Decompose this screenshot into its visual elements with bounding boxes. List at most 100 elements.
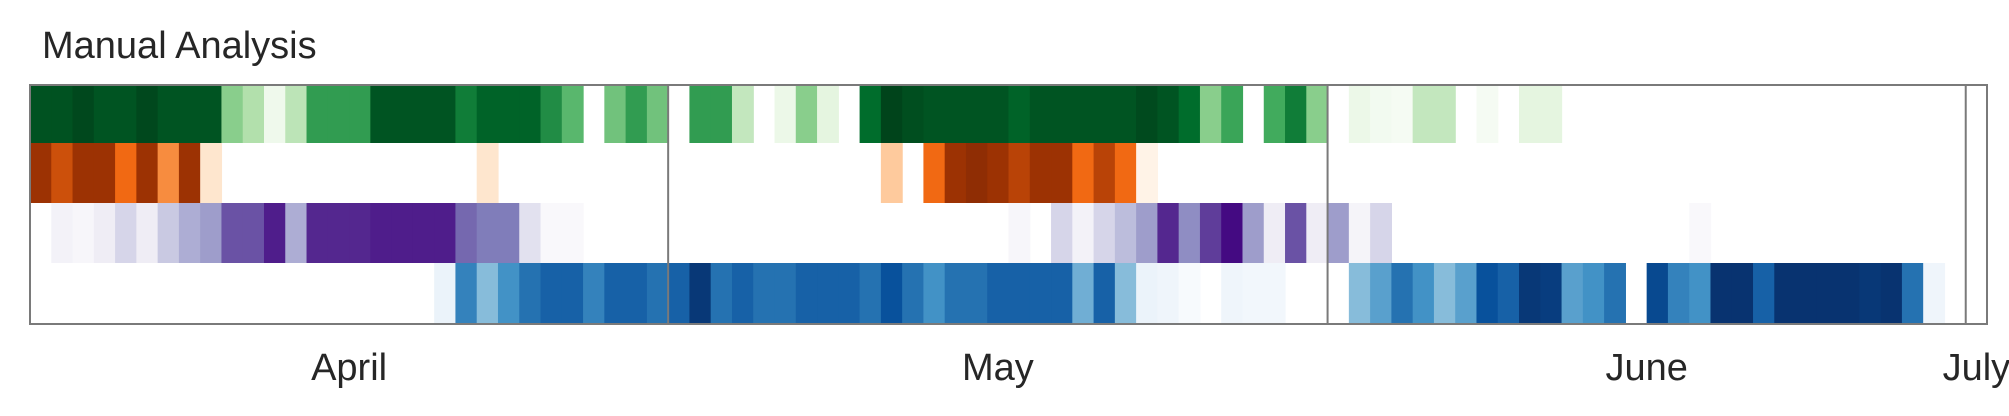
heatmap-cell-greens-10: [242, 85, 265, 143]
heatmap-cell-purples-57: [1242, 203, 1265, 263]
month-label-april: April: [311, 347, 387, 389]
heatmap-cell-greens-25: [561, 85, 584, 143]
heatmap-cell-blues-40: [880, 263, 903, 324]
heatmap-cell-blues-42: [923, 263, 946, 324]
heatmap-cell-purples-54: [1178, 203, 1201, 263]
heatmap-cell-purples-60: [1306, 203, 1329, 263]
heatmap-cell-purples-52: [1136, 203, 1158, 263]
heatmap-cell-greens-55: [1199, 85, 1222, 143]
heatmap-cell-blues-67: [1455, 263, 1478, 324]
heatmap-cell-greens-11: [263, 85, 286, 143]
heatmap-cell-blues-32: [710, 263, 733, 324]
heatmap-cell-purples-20: [455, 203, 478, 263]
heatmap-cell-purples-23: [519, 203, 542, 263]
heatmap-cell-purples-56: [1221, 203, 1244, 263]
heatmap-cell-blues-74: [1604, 263, 1626, 324]
heatmap-cell-blues-63: [1370, 263, 1392, 324]
heatmap-cell-blues-24: [540, 263, 563, 324]
heatmap-cell-purples-15: [349, 203, 371, 263]
heatmap-cell-blues-49: [1072, 263, 1095, 324]
heatmap-cell-purples-18: [412, 203, 435, 263]
heatmap-cell-purples-7: [178, 203, 201, 263]
heatmap-cell-blues-41: [902, 263, 925, 324]
heatmap-cell-greens-62: [1348, 85, 1371, 143]
heatmap-cell-greens-17: [391, 85, 414, 143]
heatmap-cell-greens-32: [710, 85, 733, 143]
heatmap-cell-blues-38: [838, 263, 861, 324]
heatmap-cell-purples-2: [72, 203, 95, 263]
heatmap-cell-greens-0: [30, 85, 52, 143]
heatmap-cell-blues-76: [1646, 263, 1669, 324]
heatmap-cell-purples-55: [1199, 203, 1222, 263]
heatmap-cell-blues-73: [1582, 263, 1605, 324]
heatmap-cell-greens-6: [157, 85, 180, 143]
heatmap-cell-blues-51: [1114, 263, 1137, 324]
month-label-july: July: [1943, 347, 2009, 389]
heatmap-cell-greens-56: [1221, 85, 1244, 143]
heatmap-cell-blues-48: [1051, 263, 1073, 324]
heatmap-cell-oranges-0: [30, 143, 52, 203]
heatmap-cell-purples-3: [93, 203, 116, 263]
heatmap-cell-purples-24: [540, 203, 563, 263]
heatmap-cell-blues-25: [561, 263, 584, 324]
heatmap-cell-oranges-4: [115, 143, 137, 203]
heatmap-cell-greens-44: [965, 85, 988, 143]
heatmap-cell-greens-60: [1306, 85, 1329, 143]
heatmap-cell-blues-43: [944, 263, 967, 324]
heatmap-cell-greens-22: [497, 85, 520, 143]
heatmap-cell-blues-34: [753, 263, 776, 324]
heatmap-cell-oranges-49: [1072, 143, 1095, 203]
heatmap-cell-greens-36: [795, 85, 818, 143]
heatmap-cell-blues-62: [1348, 263, 1371, 324]
month-labels: April May June July: [311, 347, 2009, 389]
heatmap-cell-oranges-7: [178, 143, 201, 203]
heatmap-cell-blues-79: [1710, 263, 1733, 324]
heatmap-cell-oranges-43: [944, 143, 967, 203]
heatmap-cell-blues-64: [1391, 263, 1414, 324]
heatmap-cell-blues-33: [731, 263, 754, 324]
heatmap-cell-greens-46: [1008, 85, 1031, 143]
heatmap-cell-oranges-46: [1008, 143, 1031, 203]
heatmap-cell-greens-19: [434, 85, 457, 143]
heatmap-cell-blues-70: [1519, 263, 1541, 324]
heatmap-cell-blues-57: [1242, 263, 1265, 324]
heatmap-cell-greens-12: [285, 85, 308, 143]
heatmap-cell-blues-27: [604, 263, 627, 324]
heatmap-cell-blues-66: [1433, 263, 1456, 324]
heatmap-cell-blues-36: [795, 263, 818, 324]
heatmap-cell-purples-46: [1008, 203, 1031, 263]
heatmap-cell-greens-13: [306, 85, 329, 143]
heatmap-cell-blues-82: [1774, 263, 1797, 324]
heatmap-cell-greens-40: [880, 85, 903, 143]
heatmap-cell-blues-35: [774, 263, 797, 324]
heatmap-cell-greens-5: [136, 85, 159, 143]
heatmap-cell-purples-58: [1263, 203, 1286, 263]
heatmap-cell-oranges-52: [1136, 143, 1158, 203]
heatmap-cell-greens-21: [476, 85, 499, 143]
heatmap-cell-blues-21: [476, 263, 499, 324]
heatmap-cell-purples-8: [200, 203, 223, 263]
heatmap-cell-oranges-5: [136, 143, 159, 203]
heatmap-cell-greens-65: [1412, 85, 1435, 143]
heatmap-cell-greens-37: [817, 85, 839, 143]
heatmap-cell-blues-58: [1263, 263, 1286, 324]
heatmap-cell-purples-17: [391, 203, 414, 263]
heatmap-cell-oranges-6: [157, 143, 180, 203]
heatmap-cell-greens-54: [1178, 85, 1201, 143]
heatmap-cell-greens-16: [370, 85, 393, 143]
heatmap-cell-purples-62: [1348, 203, 1371, 263]
heatmap-cell-oranges-21: [476, 143, 499, 203]
heatmap-cell-purples-14: [327, 203, 350, 263]
heatmap-cell-greens-53: [1157, 85, 1180, 143]
heatmap-cell-blues-37: [817, 263, 839, 324]
heatmap-cell-blues-87: [1880, 263, 1903, 324]
heatmap-cell-greens-43: [944, 85, 967, 143]
heatmap-cell-greens-49: [1072, 85, 1095, 143]
month-label-june: June: [1605, 347, 1687, 389]
heatmap-cell-purples-11: [263, 203, 286, 263]
heatmap-cell-greens-42: [923, 85, 946, 143]
heatmap-cell-purples-61: [1327, 203, 1350, 263]
heatmap-cell-greens-23: [519, 85, 542, 143]
heatmap-cell-greens-71: [1540, 85, 1563, 143]
